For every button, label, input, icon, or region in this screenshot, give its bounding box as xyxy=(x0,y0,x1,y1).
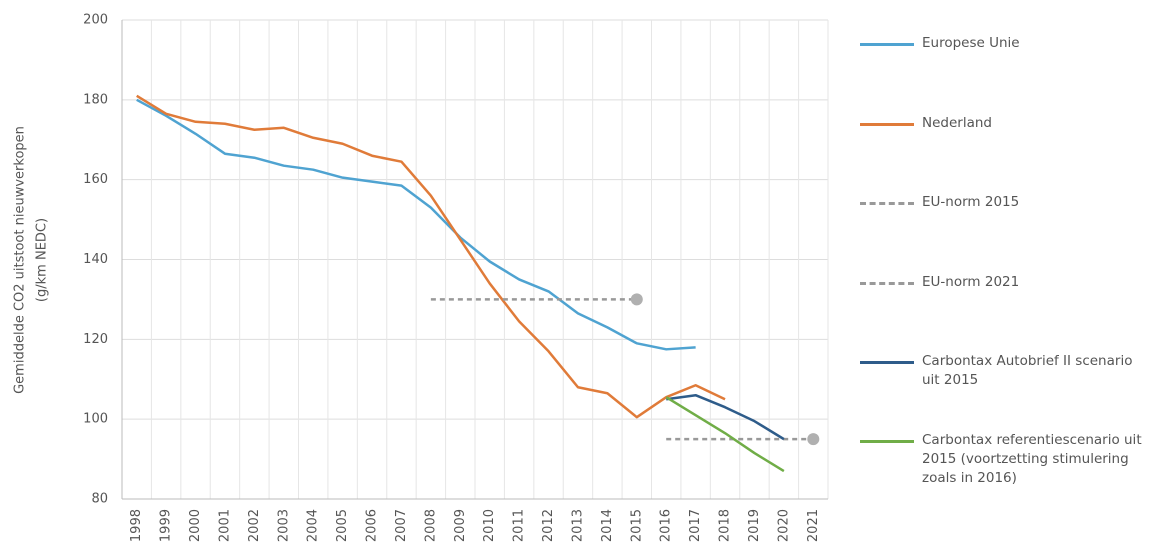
x-tick-label: 2002 xyxy=(247,509,262,542)
y-tick-label: 120 xyxy=(83,332,108,347)
end-marker xyxy=(630,293,643,306)
legend-entry: Nederland xyxy=(860,114,1154,133)
series-line xyxy=(666,393,785,441)
y-axis-title: Gemiddelde CO2 uitstoot nieuwverkopen (g… xyxy=(13,126,50,394)
legend-label: Carbontax referentiescenario uit 2015 (v… xyxy=(922,432,1142,486)
legend-entry: EU-norm 2015 xyxy=(860,193,1154,212)
x-tick-label: 1999 xyxy=(159,509,174,542)
legend-label: Nederland xyxy=(922,115,992,131)
x-tick-label: 2014 xyxy=(600,509,615,542)
x-tick-label: 2009 xyxy=(453,509,468,542)
x-tick-label: 2003 xyxy=(276,509,291,542)
x-tick-label: 1998 xyxy=(129,509,144,542)
legend: Europese Unie Nederland EU-norm 2015 EU-nor… xyxy=(860,0,1160,552)
x-tick-label: 2016 xyxy=(659,509,674,542)
legend-swatch xyxy=(860,43,914,46)
legend-label: EU-norm 2015 xyxy=(922,194,1020,210)
legend-swatch xyxy=(860,202,914,205)
y-tick-label: 160 xyxy=(83,172,108,187)
y-label: (g/km NEDC) xyxy=(35,218,50,302)
x-tick-label: 2020 xyxy=(776,509,791,542)
legend-entry: Carbontax Autobrief II scenario uit 2015 xyxy=(860,352,1154,390)
legend-swatch xyxy=(860,123,914,126)
y-tick-label: 80 xyxy=(91,492,108,507)
legend-swatch xyxy=(860,282,914,285)
x-tick-label: 2012 xyxy=(541,509,556,542)
x-tick-label: 2017 xyxy=(688,509,703,542)
series-line xyxy=(665,396,785,473)
legend-label: Carbontax Autobrief II scenario uit 2015 xyxy=(922,353,1133,388)
legend-entry: Europese Unie xyxy=(860,34,1154,53)
end-marker xyxy=(807,433,820,446)
y-tick-label: 200 xyxy=(83,13,108,28)
x-tick-label: 2000 xyxy=(188,509,203,542)
x-tick-label: 2021 xyxy=(806,509,821,542)
y-label: Gemiddelde CO2 uitstoot nieuwverkopen xyxy=(13,126,28,394)
legend-label: EU-norm 2021 xyxy=(922,274,1020,290)
x-tick-label: 2007 xyxy=(394,509,409,542)
x-tick-label: 2005 xyxy=(335,509,350,542)
legend-entry: Carbontax referentiescenario uit 2015 (v… xyxy=(860,431,1154,488)
series-line xyxy=(136,98,696,351)
y-tick-label: 140 xyxy=(83,252,108,267)
y-tick-label: 100 xyxy=(83,412,108,427)
chart: Gemiddelde CO2 uitstoot nieuwverkopen (g… xyxy=(13,13,829,542)
series-line xyxy=(136,94,726,419)
y-tick-label: 180 xyxy=(83,92,108,107)
legend-swatch xyxy=(860,440,914,443)
x-tick-label: 2006 xyxy=(365,509,380,542)
x-tick-label: 2011 xyxy=(512,509,527,542)
x-tick-label: 2008 xyxy=(423,509,438,542)
x-tick-label: 2019 xyxy=(747,509,762,542)
legend-entry: EU-norm 2021 xyxy=(860,273,1154,292)
x-tick-label: 2001 xyxy=(217,509,232,542)
x-tick-label: 2010 xyxy=(482,509,497,542)
x-tick-label: 2018 xyxy=(718,509,733,542)
x-tick-label: 2013 xyxy=(570,509,585,542)
legend-label: Europese Unie xyxy=(922,35,1020,51)
x-tick-label: 2015 xyxy=(629,509,644,542)
legend-swatch xyxy=(860,361,914,364)
x-tick-label: 2004 xyxy=(306,509,321,542)
